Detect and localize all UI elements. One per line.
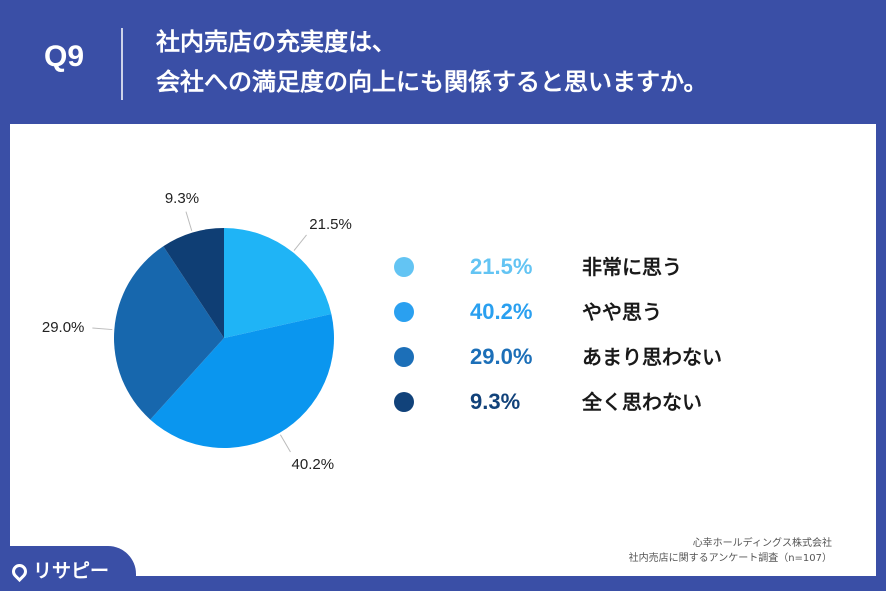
pie-slice-3 — [114, 246, 224, 420]
question-number: Q9 — [44, 40, 85, 73]
pie-chart: 21.5% 40.2% 29.0% 9.3% — [42, 190, 352, 473]
legend-swatch — [394, 257, 414, 277]
question-title-line-2: 会社への満足度の向上にも関係すると思いますか。 — [156, 68, 708, 96]
brand-logo: リサピー — [8, 556, 110, 583]
legend-value: 40.2% — [470, 299, 533, 324]
chart-card: 21.5% 40.2% 29.0% 9.3% 21.5% 非常に思う 40.2% やや… — [10, 124, 876, 576]
legend-value: 29.0% — [470, 344, 533, 369]
slice-label-4: 9.3% — [165, 190, 199, 207]
legend-swatch — [394, 347, 414, 367]
legend-swatch — [394, 302, 414, 322]
question-title-line-1: 社内売店の充実度は、 — [156, 28, 396, 56]
legend-swatch — [394, 392, 414, 412]
slice-label-1: 21.5% — [309, 216, 352, 233]
source-company: 心幸ホールディングス株式会社 — [692, 538, 832, 549]
legend-value: 21.5% — [470, 254, 533, 279]
legend-label: やや思う — [582, 300, 662, 324]
leader-line-3 — [92, 327, 113, 331]
pin-icon — [8, 560, 31, 583]
pie-slice-2 — [150, 314, 334, 448]
leader-line-4 — [185, 211, 193, 231]
logo-tab — [0, 546, 136, 591]
legend-value: 9.3% — [470, 389, 521, 414]
legend-label: あまり思わない — [582, 345, 722, 369]
legend-label: 全く思わない — [582, 390, 702, 414]
source-note: 心幸ホールディングス株式会社 社内売店に関するアンケート調査（n=107） — [629, 536, 832, 566]
leader-line-2 — [279, 434, 291, 453]
leader-line-1 — [293, 234, 307, 251]
pie-slice-4 — [163, 228, 224, 338]
brand-logo-text: リサピー — [33, 560, 110, 582]
header-divider — [121, 28, 123, 100]
question-title: 社内売店の充実度は、 会社への満足度の向上にも関係すると思いますか。 — [156, 22, 708, 102]
slice-label-3: 29.0% — [42, 319, 85, 336]
legend-label: 非常に思う — [582, 255, 682, 279]
source-survey: 社内売店に関するアンケート調査（n=107） — [628, 553, 832, 564]
slice-label-2: 40.2% — [292, 456, 335, 473]
pie-slice-1 — [224, 228, 332, 338]
header: Q9 社内売店の充実度は、 会社への満足度の向上にも関係すると思いますか。 — [0, 0, 886, 120]
